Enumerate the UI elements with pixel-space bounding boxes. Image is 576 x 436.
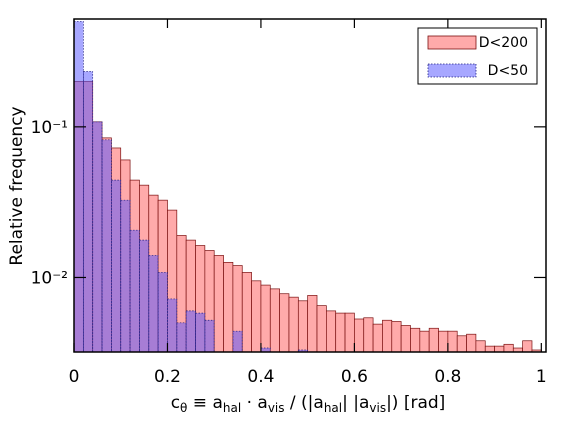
bar [251, 280, 262, 353]
x-axis-label-part: |) [rad] [386, 393, 445, 413]
bar [363, 317, 374, 353]
bar [503, 343, 514, 353]
bar [129, 229, 140, 353]
plot-frame [73, 18, 547, 353]
bar [148, 255, 159, 353]
bar [335, 312, 346, 353]
x-axis-label-part: ≡ a [187, 393, 222, 413]
legend-swatch [427, 35, 477, 50]
bar [279, 293, 290, 353]
bar [447, 330, 458, 353]
x-tick-label: 0.4 [247, 367, 274, 387]
bar [307, 295, 318, 353]
bar [101, 139, 112, 353]
bar [475, 340, 486, 353]
x-axis-label-part: hal [324, 401, 342, 415]
bar [185, 310, 196, 353]
bar [316, 305, 327, 353]
bar [297, 300, 309, 353]
bar [372, 323, 383, 353]
x-axis-label-part: c [171, 393, 180, 413]
bar [120, 199, 131, 353]
bar [419, 330, 430, 353]
x-tick-label: 0.2 [154, 367, 181, 387]
y-axis-label: Relative frequency [7, 106, 27, 265]
bar [213, 255, 224, 353]
x-axis-label-part: · a [241, 393, 268, 413]
bar [438, 330, 449, 353]
legend-label: D<200 [479, 35, 528, 51]
bar [391, 321, 402, 353]
bar [269, 288, 280, 353]
x-tick-label: 0 [69, 367, 80, 387]
x-axis-label-part: | |a [342, 393, 369, 413]
bar [466, 333, 477, 353]
x-tick-label: 0.6 [341, 367, 368, 387]
bar [288, 296, 299, 353]
bar [410, 327, 421, 353]
bar [400, 325, 411, 353]
bar [456, 335, 467, 353]
x-axis-label-part: θ [180, 401, 187, 415]
legend-swatch [427, 63, 477, 78]
bar [232, 330, 243, 353]
bar [223, 261, 234, 353]
x-axis-label-part: / (|a [285, 393, 324, 413]
bar [73, 21, 84, 353]
bar [111, 179, 122, 353]
legend-label: D<50 [488, 63, 528, 79]
y-tick-label: 10⁻² [31, 268, 68, 288]
bar [176, 322, 187, 353]
bar [344, 312, 355, 353]
bar [354, 318, 365, 353]
x-tick-label: 0.8 [434, 367, 461, 387]
x-axis-label: cθ ≡ ahal · avis / (|ahal| |avis|) [rad] [171, 393, 446, 415]
plot-area [73, 21, 542, 353]
bar [428, 327, 439, 353]
bar [157, 272, 168, 353]
y-tick-label: 10⁻¹ [31, 118, 68, 138]
bar [494, 345, 505, 353]
bar [484, 345, 495, 353]
x-tick-label: 1 [536, 367, 547, 387]
bar [82, 71, 94, 353]
bar [204, 319, 215, 353]
bar [241, 272, 252, 353]
x-axis-label-part: vis [369, 401, 386, 415]
bar [195, 312, 206, 353]
bar [382, 319, 393, 353]
bar [522, 340, 533, 353]
bar [326, 310, 337, 353]
bar [92, 121, 103, 353]
x-axis-label-part: vis [268, 401, 285, 415]
bar [167, 298, 178, 353]
bar [139, 239, 150, 353]
bar [260, 284, 271, 353]
x-axis-label-part: hal [223, 401, 241, 415]
